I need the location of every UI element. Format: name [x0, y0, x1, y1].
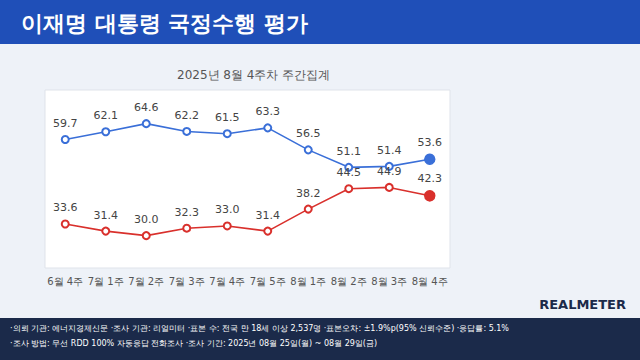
svg-text:51.4: 51.4 — [377, 144, 402, 157]
svg-text:7월 2주: 7월 2주 — [128, 276, 164, 287]
svg-text:7월 3주: 7월 3주 — [169, 276, 205, 287]
svg-text:8월 4주: 8월 4주 — [412, 276, 448, 287]
svg-text:62.2: 62.2 — [175, 109, 200, 122]
svg-text:62.1: 62.1 — [94, 109, 119, 122]
svg-text:53.6: 53.6 — [418, 136, 443, 149]
svg-text:33.6: 33.6 — [53, 201, 78, 214]
svg-text:6월 4주: 6월 4주 — [47, 276, 83, 287]
svg-text:64.6: 64.6 — [134, 101, 159, 114]
svg-text:·의뢰 기관: 에너지경제신문 ·조사 기관: 리얼미터 ·: ·의뢰 기관: 에너지경제신문 ·조사 기관: 리얼미터 ·표본 수: 전국 만… — [10, 324, 509, 333]
svg-text:8월 2주: 8월 2주 — [331, 276, 367, 287]
svg-text:63.3: 63.3 — [256, 105, 281, 118]
svg-text:7월 1주: 7월 1주 — [88, 276, 124, 287]
svg-text:2025년 8월 4주차 주간집계: 2025년 8월 4주차 주간집계 — [177, 68, 330, 82]
svg-text:33.0: 33.0 — [215, 203, 240, 216]
svg-text:51.1: 51.1 — [337, 145, 362, 158]
svg-text:31.4: 31.4 — [94, 209, 119, 222]
svg-text:31.4: 31.4 — [256, 209, 281, 222]
svg-text:7월 4주: 7월 4주 — [209, 276, 245, 287]
svg-text:56.5: 56.5 — [296, 127, 321, 140]
svg-text:42.3: 42.3 — [418, 172, 443, 185]
svg-text:61.5: 61.5 — [215, 111, 240, 124]
svg-text:이재명 대통령 국정수행 평가: 이재명 대통령 국정수행 평가 — [21, 11, 308, 36]
svg-text:REALMETER: REALMETER — [539, 297, 626, 312]
svg-text:8월 1주: 8월 1주 — [290, 276, 326, 287]
svg-text:7월 5주: 7월 5주 — [250, 276, 286, 287]
svg-text:8월 3주: 8월 3주 — [371, 276, 407, 287]
svg-text:59.7: 59.7 — [53, 117, 78, 130]
svg-text:44.5: 44.5 — [337, 166, 362, 179]
svg-text:38.2: 38.2 — [296, 187, 321, 200]
svg-text:44.9: 44.9 — [377, 165, 402, 178]
svg-text:32.3: 32.3 — [175, 206, 200, 219]
svg-text:·조사 방법: 무선 RDD 100% 자동응답 전화조사: ·조사 방법: 무선 RDD 100% 자동응답 전화조사 ·조사 기간: 20… — [10, 339, 377, 348]
svg-text:30.0: 30.0 — [134, 213, 159, 226]
